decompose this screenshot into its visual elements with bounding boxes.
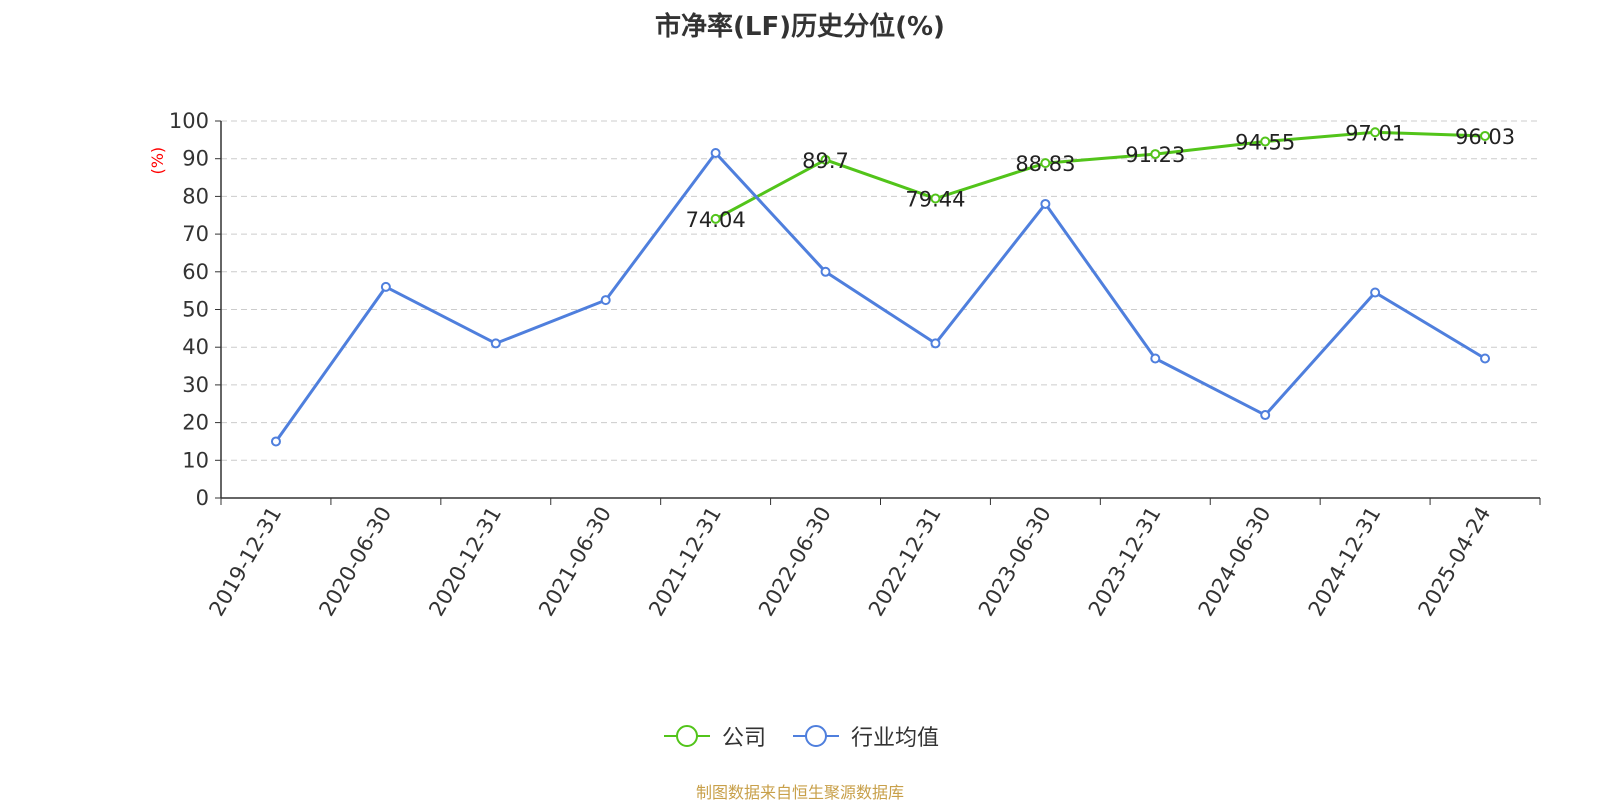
data-label: 96.03 bbox=[1455, 125, 1515, 149]
data-point bbox=[1480, 353, 1491, 364]
x-tick-label: 2020-06-30 bbox=[314, 503, 396, 621]
legend-label-company: 公司 bbox=[722, 726, 767, 751]
data-label: 91.23 bbox=[1125, 143, 1185, 167]
x-tick-label: 2022-06-30 bbox=[754, 503, 836, 621]
grid-lines bbox=[221, 120, 1540, 461]
y-tick-label: 10 bbox=[182, 448, 209, 472]
legend-item-company[interactable]: 公司 bbox=[662, 720, 766, 752]
y-tick-label: 50 bbox=[182, 298, 209, 322]
data-point bbox=[1260, 410, 1271, 421]
data-point bbox=[820, 266, 831, 277]
data-label: 74.04 bbox=[686, 208, 746, 232]
y-tick-label: 100 bbox=[169, 109, 209, 133]
data-point bbox=[710, 213, 721, 224]
data-label: 97.01 bbox=[1345, 121, 1405, 145]
legend-company-marker-icon bbox=[664, 725, 710, 747]
data-point bbox=[1480, 130, 1491, 141]
data-label: 89.7 bbox=[802, 149, 849, 173]
x-tick-label: 2025-04-24 bbox=[1414, 503, 1496, 621]
data-labels: 74.04 89.7 79.44 88.83 91.23 94.55 97.01 96.03 bbox=[686, 121, 1516, 232]
y-tick-label: 80 bbox=[182, 184, 209, 208]
x-tick-label: 2024-12-31 bbox=[1304, 503, 1386, 621]
y-tick-label: 40 bbox=[182, 335, 209, 359]
data-point bbox=[1150, 149, 1161, 160]
x-tick-label: 2021-12-31 bbox=[644, 503, 726, 621]
x-tick-label: 2020-12-31 bbox=[424, 503, 506, 621]
legend: 公司 行业均值 bbox=[0, 720, 1600, 752]
data-point bbox=[490, 338, 501, 349]
data-point bbox=[1370, 287, 1381, 298]
series bbox=[270, 127, 1491, 447]
data-point bbox=[930, 193, 941, 204]
data-label: 79.44 bbox=[905, 188, 965, 212]
series-line-industry-average bbox=[274, 151, 1486, 443]
data-point bbox=[600, 295, 611, 306]
data-point bbox=[710, 148, 721, 159]
axes: 0 10 20 30 40 50 60 70 80 90 100(%) 2019-12-31 2020-… bbox=[148, 109, 1541, 621]
data-point bbox=[270, 436, 281, 447]
x-tick-label: 2022-12-31 bbox=[864, 503, 946, 621]
y-tick-label: 20 bbox=[182, 411, 209, 435]
data-label: 88.83 bbox=[1015, 152, 1075, 176]
chart-title: 市净率(LF)历史分位(%) bbox=[655, 12, 945, 42]
data-point bbox=[1150, 353, 1161, 364]
data-label: 94.55 bbox=[1235, 131, 1295, 155]
data-point bbox=[930, 338, 941, 349]
x-tick-label: 2021-06-30 bbox=[534, 503, 616, 621]
x-tick-label: 2023-06-30 bbox=[974, 503, 1056, 621]
data-point bbox=[1370, 127, 1381, 138]
legend-item-industry-average[interactable]: 行业均值 bbox=[791, 720, 939, 752]
x-tick-label: 2023-12-31 bbox=[1084, 503, 1166, 621]
data-source-note: 制图数据来自恒生聚源数据库 bbox=[695, 783, 904, 802]
data-point bbox=[380, 281, 391, 292]
x-tick-label: 2024-06-30 bbox=[1194, 503, 1276, 621]
legend-industry-marker-icon bbox=[793, 725, 839, 747]
data-point bbox=[1040, 158, 1051, 169]
y-tick-label: 90 bbox=[182, 147, 209, 171]
data-point bbox=[1260, 136, 1271, 147]
legend-label-industry-average: 行业均值 bbox=[851, 726, 940, 751]
series-line-company bbox=[714, 130, 1486, 221]
y-tick-label: 0 bbox=[196, 486, 209, 510]
y-tick-label: 70 bbox=[182, 222, 209, 246]
x-tick-label: 2019-12-31 bbox=[204, 503, 286, 621]
y-tick-label: 60 bbox=[182, 260, 209, 284]
data-point bbox=[820, 154, 831, 165]
y-tick-label: 30 bbox=[182, 373, 209, 397]
data-point bbox=[1040, 198, 1051, 209]
y-axis-label: (%) bbox=[148, 147, 167, 175]
